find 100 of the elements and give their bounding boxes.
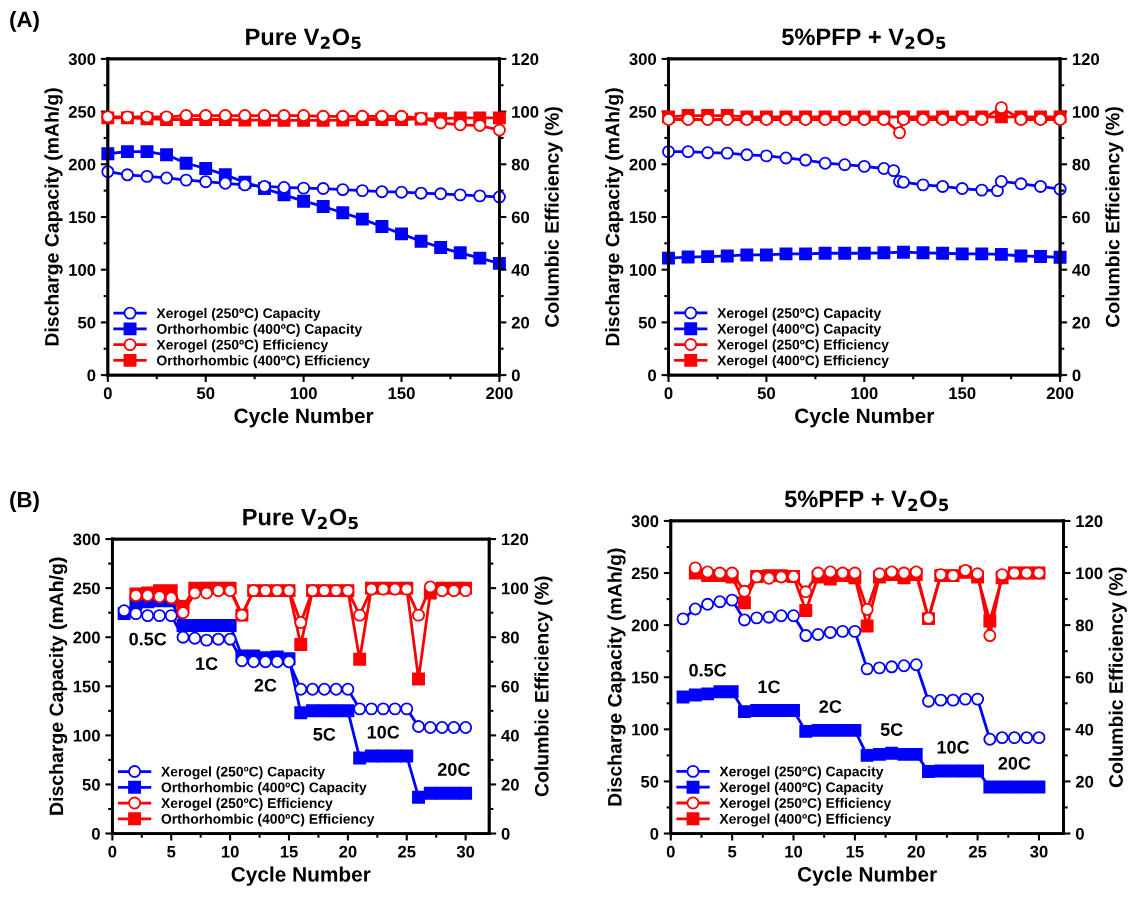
annotation: 10C [367, 725, 400, 739]
y2-tick-label: 120 [502, 533, 529, 546]
x-tick-label: 15 [846, 845, 864, 858]
annotation: 20C [998, 756, 1031, 770]
legend-label: Orthorhombic (400ºC) Efficiency [157, 355, 370, 369]
y-tick-label: 50 [78, 316, 96, 329]
y-tick-label: 250 [68, 105, 96, 118]
y-tick-label: 200 [68, 158, 96, 171]
y2-tick-label: 80 [511, 158, 530, 171]
x-tick-label: 200 [1046, 387, 1074, 400]
y-axis-title: Discharge Capacity (mAh/g) [44, 88, 63, 346]
x-tick-label: 15 [280, 845, 298, 858]
y2-tick-label: 80 [1072, 158, 1090, 171]
x-tick-label: 25 [968, 845, 987, 858]
y2-tick-label: 40 [511, 264, 530, 276]
y-tick-label: 100 [632, 723, 659, 736]
annotation: 1C [196, 657, 218, 671]
y-axis-title: Discharge Capacity (mAh/g) [607, 548, 626, 806]
x-tick-label: 0 [664, 387, 673, 400]
legend-label: Xerogel (250ºC) Efficiency [717, 339, 889, 353]
y-tick-label: 200 [629, 158, 657, 171]
x-tick-label: 150 [949, 387, 976, 400]
legend-label: Orthorhombic (400ºC) Capacity [161, 782, 367, 796]
chart-title: 5%PFP + V$_{2}$O$_{5}$ [784, 490, 949, 512]
text: (B) [10, 491, 39, 512]
y2-tick-label: 80 [1075, 619, 1094, 632]
y2-tick-label: 120 [512, 53, 539, 66]
y-tick-label: 150 [632, 671, 659, 684]
annotation: 0.5C [129, 632, 167, 646]
y2-tick-label: 120 [1076, 515, 1103, 528]
y-tick-label: 200 [631, 619, 659, 632]
y2-tick-label: 100 [1072, 105, 1100, 118]
x-tick-label: 25 [398, 845, 416, 858]
y-tick-label: 50 [638, 316, 657, 329]
y-tick-label: 300 [631, 515, 659, 528]
y2-tick-label: 20 [511, 316, 530, 329]
y-tick-label: 150 [73, 680, 100, 693]
y2-tick-label: 40 [1075, 723, 1094, 736]
x-tick-label: 100 [851, 387, 878, 400]
legend-label: Orthorhombic (400ºC) Efficiency [161, 813, 375, 827]
y-axis-title: Discharge Capacity (mAh/g) [605, 88, 624, 346]
legend-label: Xerogel (400ºC) Capacity [717, 323, 882, 337]
y-tick-label: 250 [629, 105, 657, 118]
y2-tick-label: 0 [1075, 827, 1084, 840]
x-tick-label: 0 [108, 845, 117, 858]
y2-tick-label: 60 [511, 211, 530, 224]
y-tick-label: 250 [631, 567, 659, 580]
legend-label: Xerogel (250ºC) Capacity [161, 766, 325, 780]
annotation: 0.5C [689, 663, 727, 677]
x-tick-label: 5 [728, 845, 737, 858]
chart-title: 5%PFP + V$_{2}$O$_{5}$ [782, 28, 946, 50]
y2-tick-label: 100 [1076, 567, 1103, 580]
x-tick-label: 20 [339, 845, 357, 858]
x-tick-label: 150 [388, 387, 415, 400]
y2-tick-label: 0 [1072, 369, 1081, 382]
legend-label: Xerogel (400ºC) Efficiency [717, 355, 889, 369]
x-tick-label: 50 [196, 387, 215, 400]
y2-axis-title: Columbic Efficiency (%) [1108, 567, 1127, 788]
x-tick-label: 200 [486, 387, 513, 400]
text: (A) [10, 10, 39, 32]
y-tick-label: 150 [629, 211, 657, 224]
y2-tick-label: 80 [501, 631, 519, 644]
y2-tick-label: 40 [501, 729, 519, 742]
y-tick-label: 300 [629, 53, 657, 66]
y2-tick-label: 60 [501, 680, 519, 693]
y2-tick-label: 20 [1072, 316, 1090, 329]
x-tick-label: 20 [907, 845, 925, 858]
y-tick-label: 100 [629, 264, 657, 276]
y2-tick-label: 120 [1072, 53, 1100, 66]
y-tick-label: 100 [69, 264, 96, 276]
x-tick-label: 30 [456, 845, 475, 858]
y-axis-title: Discharge Capacity (mAh/g) [48, 557, 68, 815]
y2-tick-label: 0 [501, 827, 510, 840]
y-tick-label: 0 [650, 827, 659, 840]
legend-label: Orthorhombic (400ºC) Capacity [157, 323, 363, 337]
legend-label: Xerogel (400ºC) Efficiency [719, 813, 892, 827]
annotation: 5C [313, 727, 336, 741]
x-tick-label: 10 [221, 845, 239, 858]
y2-tick-label: 100 [512, 105, 539, 118]
y2-tick-label: 20 [1075, 775, 1094, 788]
y-tick-label: 0 [648, 369, 657, 382]
x-axis-title: Cycle Number [234, 407, 374, 428]
annotation: 10C [937, 740, 970, 754]
y2-axis-title: Columbic Efficiency (%) [544, 107, 563, 327]
legend-label: Xerogel (250ºC) Efficiency [161, 797, 333, 811]
y-tick-label: 0 [87, 369, 96, 382]
chart-title: Pure V$_{2}$O$_{5}$ [243, 508, 358, 530]
y2-tick-label: 60 [1075, 671, 1094, 684]
y-tick-label: 50 [82, 778, 100, 791]
y-tick-label: 300 [73, 533, 100, 546]
y2-axis-title: Columbic Efficiency (%) [1105, 107, 1124, 327]
legend-label: Xerogel (400ºC) Capacity [719, 782, 884, 795]
x-tick-label: 0 [103, 387, 112, 400]
y2-axis-title: Columbic Efficiency (%) [534, 576, 553, 797]
x-axis-title: Cycle Number [795, 407, 935, 428]
chart-title: Pure V$_{2}$O$_{5}$ [246, 28, 361, 50]
annotation: 5C [880, 723, 903, 736]
annotation: 1C [758, 680, 781, 694]
y-tick-label: 250 [73, 582, 100, 595]
y2-tick-label: 100 [502, 582, 529, 595]
